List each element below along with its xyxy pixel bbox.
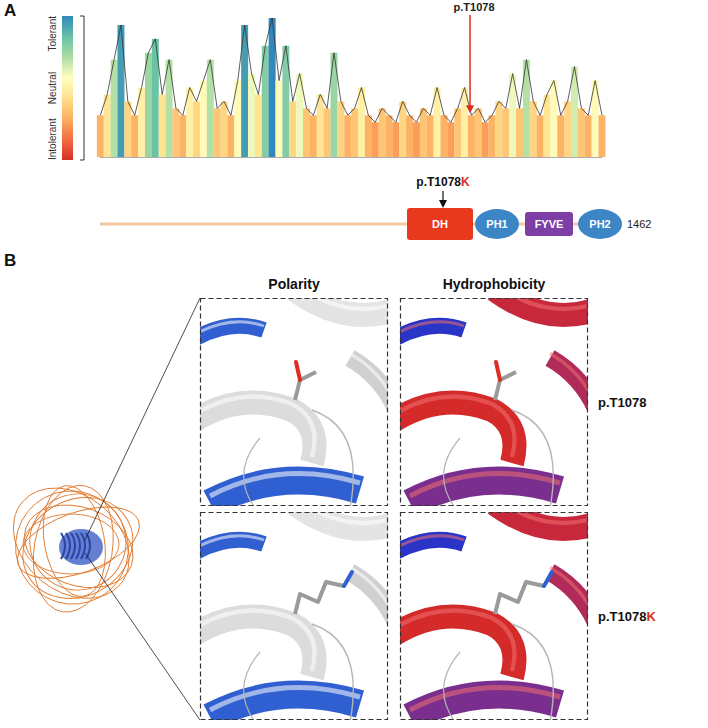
svg-text:Neutral: Neutral: [47, 72, 58, 104]
svg-text:p.T1078K: p.T1078K: [416, 175, 470, 189]
svg-text:A: A: [4, 1, 16, 20]
svg-text:p.T1078: p.T1078: [598, 395, 646, 410]
svg-text:1462: 1462: [627, 218, 651, 230]
svg-text:PH2: PH2: [589, 218, 610, 230]
svg-text:Tolerant: Tolerant: [47, 16, 58, 52]
svg-text:p.T1078K: p.T1078K: [598, 609, 656, 624]
svg-text:DH: DH: [432, 218, 448, 230]
svg-text:PH1: PH1: [486, 218, 507, 230]
svg-text:FYVE: FYVE: [535, 218, 564, 230]
svg-text:Intolerant: Intolerant: [47, 118, 58, 160]
svg-text:Hydrophobicity: Hydrophobicity: [443, 276, 546, 292]
svg-text:B: B: [4, 251, 16, 270]
svg-text:Polarity: Polarity: [268, 276, 320, 292]
svg-text:p.T1078: p.T1078: [454, 1, 495, 13]
